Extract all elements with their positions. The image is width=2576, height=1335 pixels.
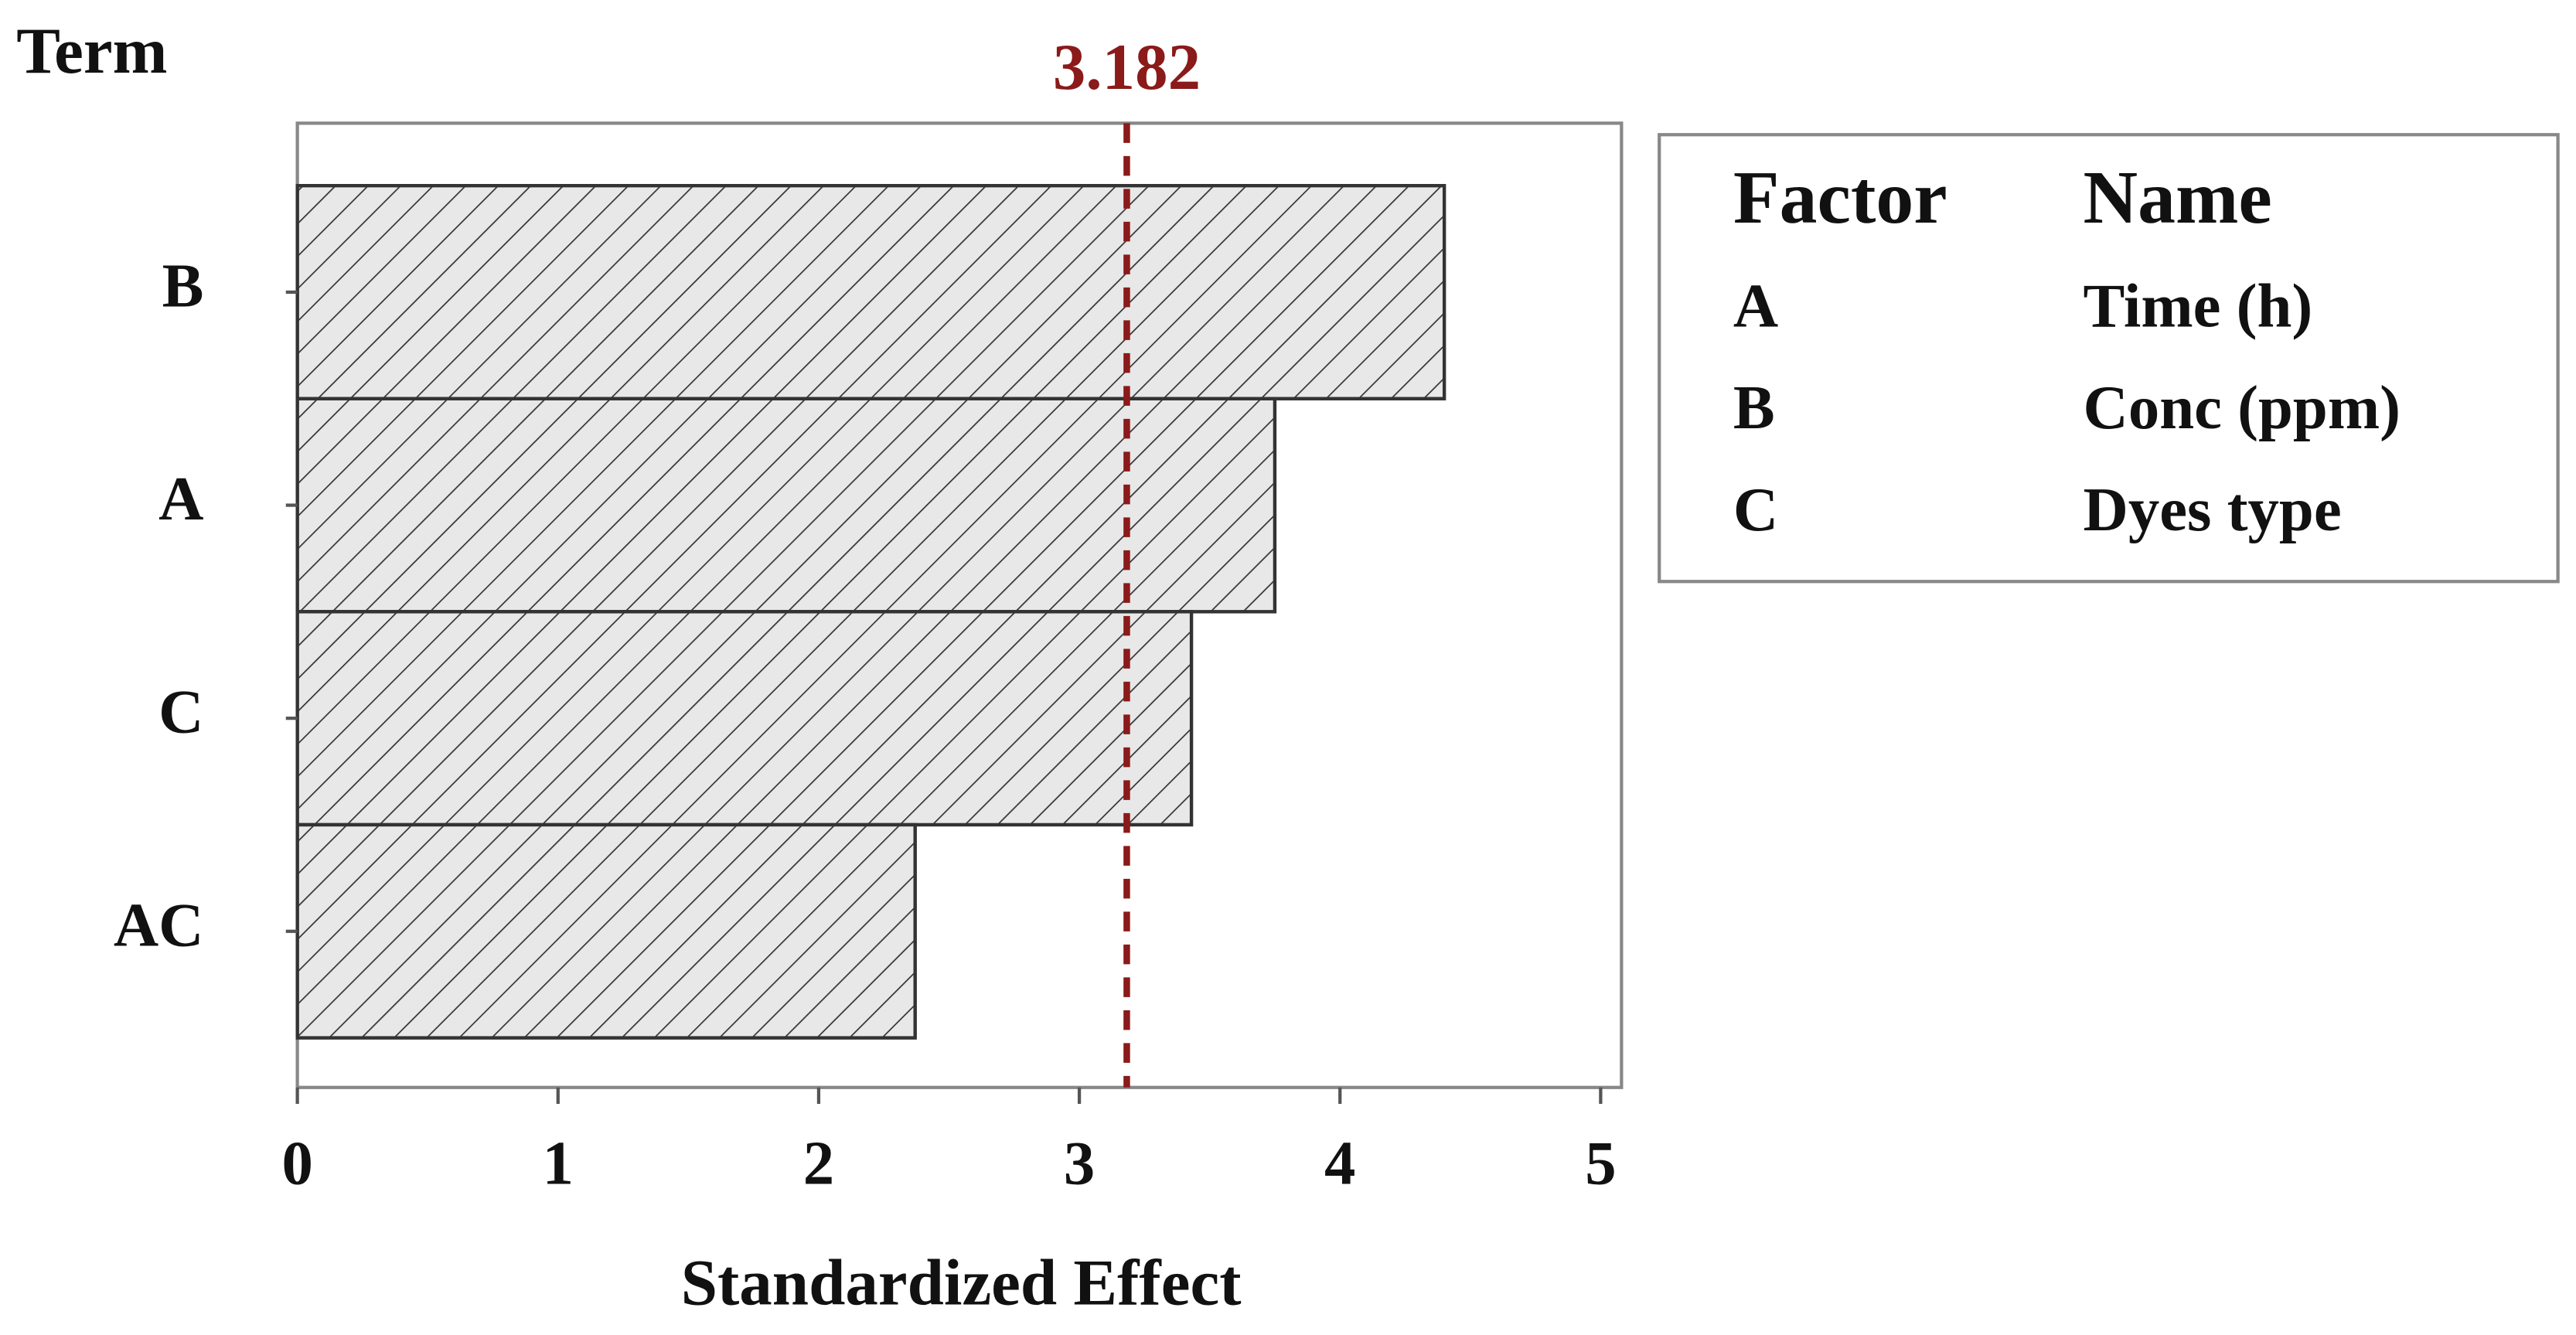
reference-label: 3.182 [1053, 31, 1201, 104]
y-axis-title: Term [16, 15, 167, 87]
x-tick-label: 4 [1324, 1129, 1355, 1198]
factor-table-frame [1658, 133, 2560, 584]
x-tick-label: 5 [1585, 1129, 1616, 1198]
x-tick-label: 1 [543, 1129, 574, 1198]
x-tick-label: 2 [803, 1129, 834, 1198]
table-cell: Dyes type [2084, 475, 2342, 544]
x-axis-title: Standardized Effect [681, 1247, 1242, 1320]
x-tick-label: 0 [281, 1129, 312, 1198]
table-cell: C [1733, 475, 1778, 544]
table-header: Factor [1733, 156, 1947, 240]
bar-hatch [295, 822, 917, 1040]
table-cell: Conc (ppm) [2084, 373, 2401, 442]
table-cell: Time (h) [2084, 271, 2313, 340]
table-header: Name [2084, 156, 2272, 240]
y-tick-label: C [158, 678, 203, 747]
bar-hatch [295, 610, 1194, 827]
y-tick-label: AC [114, 891, 204, 959]
table-cell: A [1733, 271, 1778, 340]
x-tick-label: 3 [1064, 1129, 1095, 1198]
table-cell: B [1733, 373, 1775, 442]
bar-hatch [295, 184, 1446, 400]
y-tick-label: A [158, 465, 203, 533]
y-tick-label: B [162, 251, 204, 320]
